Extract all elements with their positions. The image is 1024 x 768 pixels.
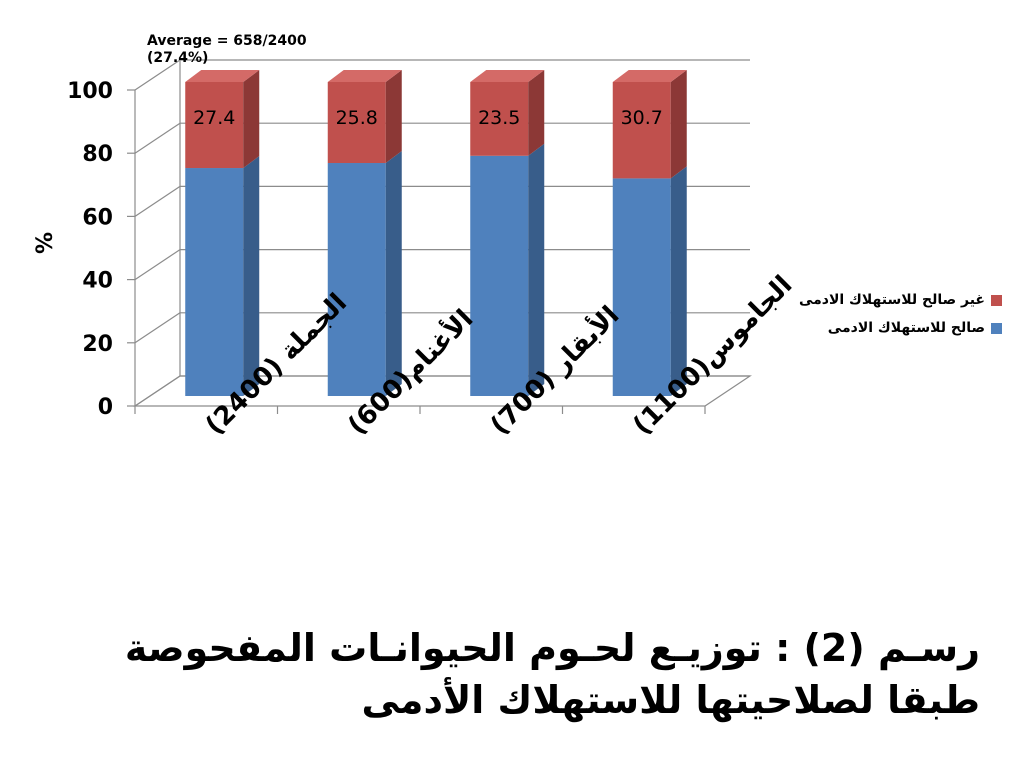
bar-front-1-1 (327, 82, 386, 164)
bar-side-2-0 (528, 143, 545, 396)
bar-side-3-0 (670, 166, 687, 396)
y-tick-label-0: 0 (98, 395, 113, 420)
y-axis-label: % (33, 232, 58, 254)
bar-1-series-0 (327, 151, 402, 396)
average-annotation: Average = 658/2400 (27.4%) (147, 33, 307, 67)
y-tick-label-5: 100 (67, 79, 113, 104)
data-label-1: 25.8 (336, 107, 378, 129)
data-label-3: 30.7 (621, 107, 663, 129)
bar-side-3-1 (670, 70, 687, 179)
chart-bars (185, 70, 687, 396)
bar-1-series-1 (327, 70, 402, 164)
bar-side-0-1 (243, 70, 260, 169)
gridline-side-3 (134, 185, 181, 217)
data-label-0: 27.4 (193, 107, 235, 129)
bar-side-1-1 (385, 70, 402, 164)
chart-axes: 0 20 40 60 80 100 (67, 79, 752, 420)
chart-floor (133, 375, 752, 407)
bar-top-0 (185, 70, 260, 82)
bar-front-1-0 (327, 163, 386, 396)
legend-item-unfit: غير صالح للاستهلاك الادمى (752, 292, 1002, 308)
bar-top-3 (612, 70, 687, 82)
legend-swatch-fit (991, 322, 1002, 334)
bar-side-2-1 (528, 70, 545, 156)
gridline-side-2 (134, 249, 181, 281)
figure-caption: رسـم (2) : توزيـع لحـوم الحيوانـات المفح… (20, 622, 980, 726)
bar-top-1 (327, 70, 402, 82)
y-tick-label-4: 80 (82, 142, 113, 167)
legend-swatch-unfit (991, 294, 1002, 306)
gridline-side-1 (134, 312, 181, 344)
bar-front-3-1 (612, 82, 671, 179)
caption-line-2: طبقا لصلاحيتها للاستهلاك الأدمى (361, 678, 980, 722)
y-tick-label-1: 20 (82, 332, 113, 357)
caption-line-1: رسـم (2) : توزيـع لحـوم الحيوانـات المفح… (124, 626, 980, 670)
bar-0-series-1 (185, 70, 260, 169)
bar-3-series-1 (612, 70, 687, 179)
bar-side-1-0 (385, 151, 402, 396)
chart-legend: غير صالح للاستهلاك الادمى صالح للاستهلاك… (752, 292, 1002, 348)
gridline-side-4 (134, 122, 181, 154)
bar-2-series-0 (470, 143, 545, 396)
bar-2-series-1 (470, 70, 545, 156)
bar-front-0-1 (185, 82, 244, 169)
bar-top-2 (470, 70, 545, 82)
y-tick-label-2: 40 (82, 269, 113, 294)
bar-front-0-0 (185, 168, 244, 396)
bar-front-3-0 (612, 178, 671, 396)
legend-item-fit: صالح للاستهلاك الادمى (752, 320, 1002, 336)
average-line-1: Average = 658/2400 (147, 33, 307, 49)
bar-front-2-0 (470, 155, 529, 396)
data-label-2: 23.5 (478, 107, 520, 129)
bar-0-series-0 (185, 156, 260, 396)
legend-label-unfit: غير صالح للاستهلاك الادمى (798, 292, 985, 308)
bar-3-series-0 (612, 166, 687, 396)
y-tick-label-3: 60 (82, 205, 113, 230)
bar-side-0-0 (243, 156, 260, 396)
legend-label-fit: صالح للاستهلاك الادمى (827, 320, 985, 336)
gridline-side-5 (134, 59, 181, 91)
average-line-2: (27.4%) (147, 50, 209, 66)
bar-front-2-1 (470, 82, 529, 156)
